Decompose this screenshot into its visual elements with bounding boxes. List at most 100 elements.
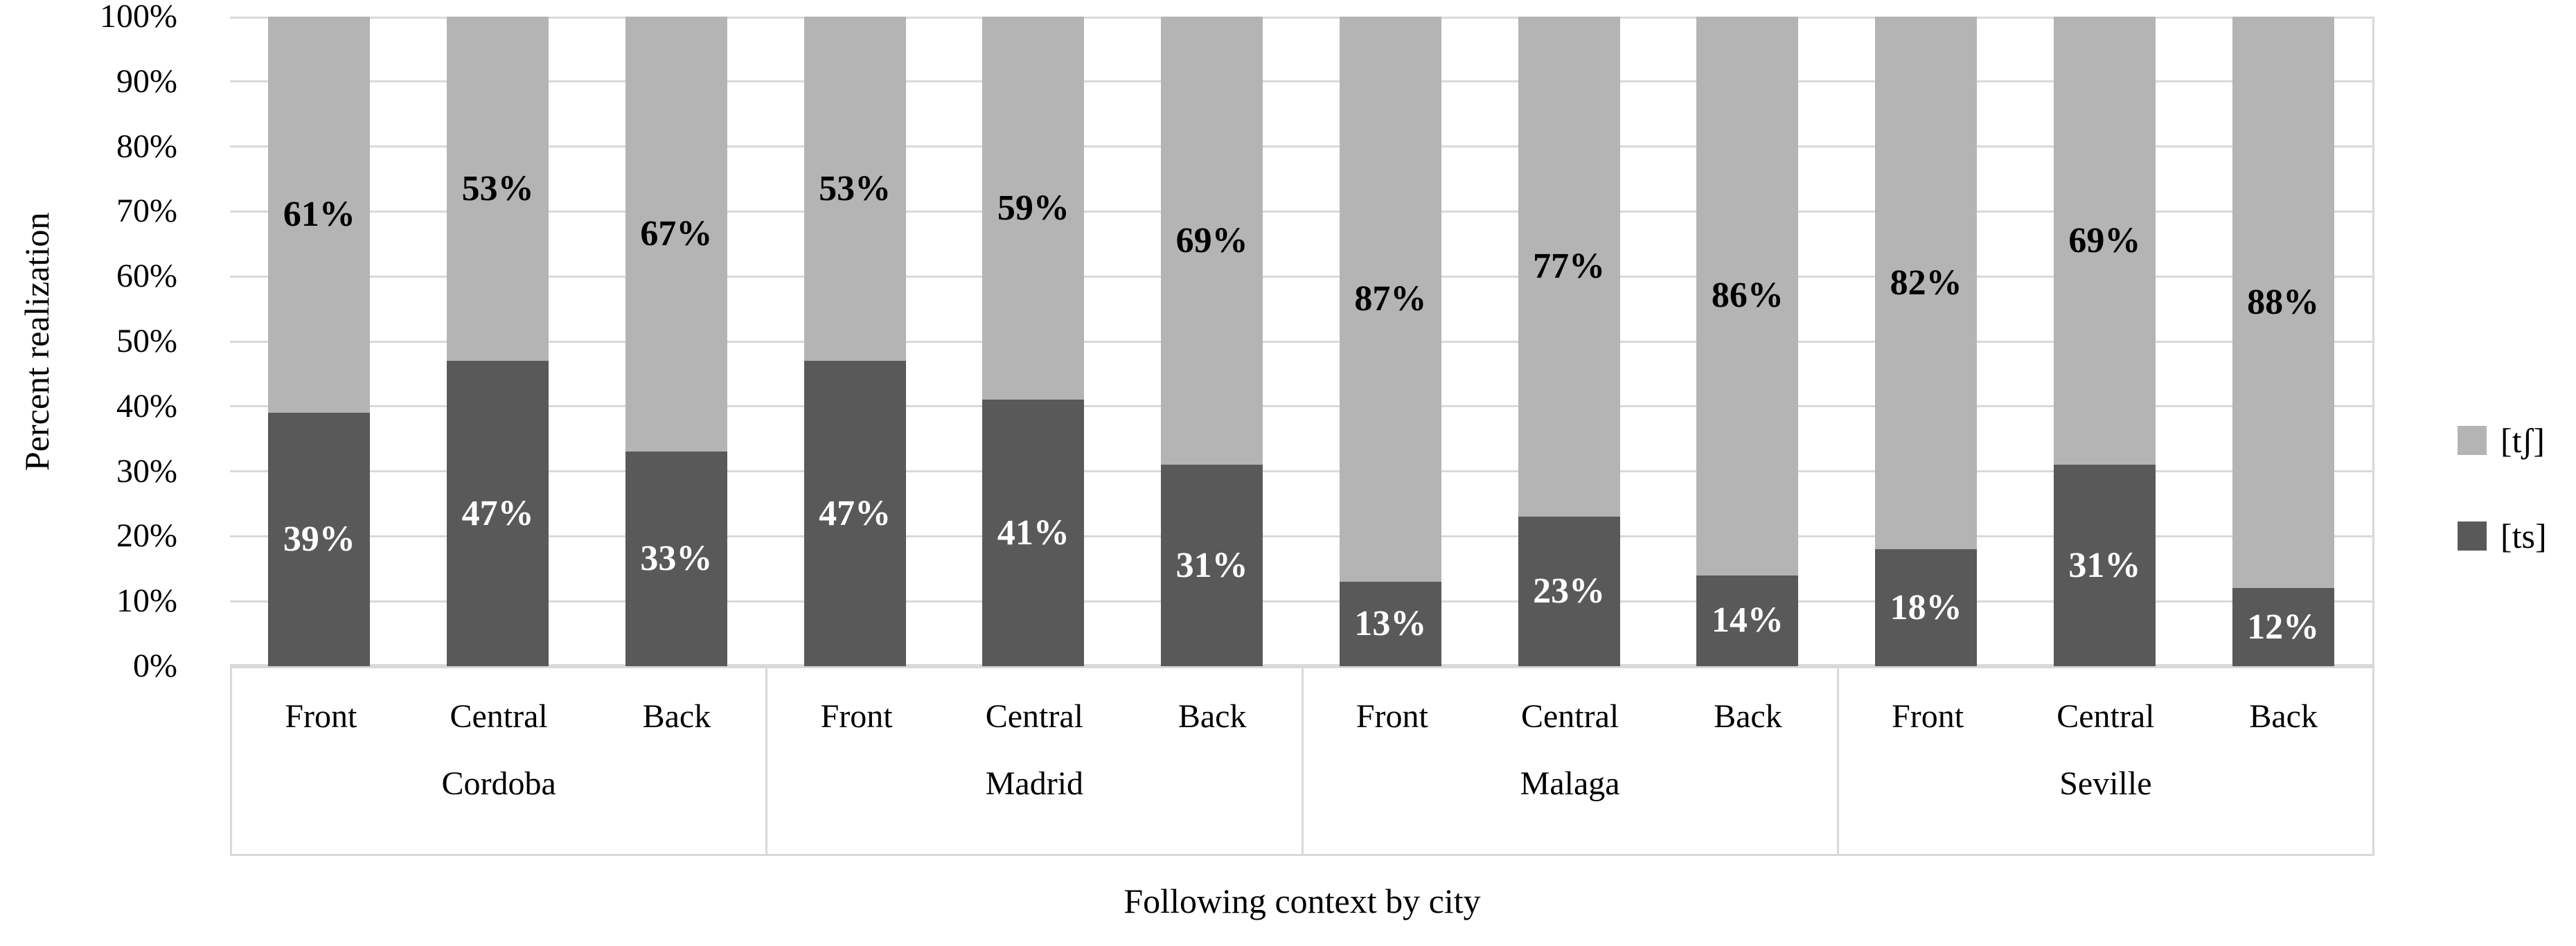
bar-segment-tʃ-madrid-front: 53% (803, 17, 906, 362)
bar-segment-ts-madrid-front: 47% (803, 361, 906, 666)
data-label: 53% (819, 168, 891, 208)
data-label: 86% (1711, 276, 1784, 316)
data-label: 41% (997, 512, 1069, 553)
bar-segment-ts-cordoba-back: 33% (625, 452, 727, 666)
category-group-madrid: Front Central Back Madrid (765, 668, 1301, 854)
context-label-back: Back (642, 698, 711, 735)
legend-item-tsh: [tʃ] (2458, 416, 2547, 465)
legend-label-tsh: [tʃ] (2501, 421, 2545, 460)
context-label-front: Front (1356, 698, 1428, 735)
y-tick-label-40: 40% (116, 387, 177, 425)
bars-row: 61% 39% 53% 47% 67% 33% 53% 47% 59% 41% 69% 31% 87% 1… (230, 17, 2372, 666)
context-label-back: Back (1714, 698, 1782, 735)
context-label-central: Central (1520, 698, 1619, 735)
city-label-malaga: Malaga (1520, 765, 1620, 803)
data-label: 39% (283, 519, 355, 560)
bar-segment-ts-seville-central: 31% (2053, 465, 2156, 666)
gridline-10 (230, 600, 2372, 603)
gridline-50 (230, 340, 2372, 343)
bar-madrid-back: 69% 31% (1161, 17, 1263, 666)
bar-cordoba-central: 53% 47% (447, 17, 549, 666)
bar-cordoba-back: 67% 33% (625, 17, 727, 666)
category-group-malaga: Front Central Back Malaga (1301, 668, 1837, 854)
bar-slot-cordoba-front: 61% 39% (230, 17, 409, 666)
gridline-30 (230, 470, 2372, 473)
bar-slot-seville-central: 69% 31% (2016, 17, 2194, 666)
bar-slot-madrid-back: 69% 31% (1123, 17, 1302, 666)
y-tick-label-60: 60% (116, 258, 177, 295)
data-label: 53% (461, 168, 534, 208)
bar-seville-front: 82% 18% (1875, 17, 1978, 666)
context-label-back: Back (1178, 698, 1247, 735)
bar-segment-tʃ-cordoba-back: 67% (625, 17, 727, 452)
bar-slot-cordoba-back: 67% 33% (587, 17, 766, 666)
bar-segment-tʃ-malaga-front: 87% (1339, 17, 1441, 582)
bar-cordoba-front: 61% 39% (268, 17, 371, 666)
city-label-seville: Seville (2059, 765, 2152, 803)
y-tick-label-50: 50% (116, 323, 177, 359)
bar-madrid-central: 59% 41% (982, 17, 1085, 666)
legend-label-ts: [ts] (2501, 517, 2547, 555)
gridline-70 (230, 210, 2372, 213)
bar-seville-central: 69% 31% (2053, 17, 2156, 666)
context-label-back: Back (2249, 698, 2318, 735)
bar-segment-ts-malaga-front: 13% (1339, 582, 1441, 666)
bar-segment-ts-malaga-central: 23% (1518, 517, 1620, 666)
gridline-20 (230, 535, 2372, 537)
bar-segment-ts-seville-front: 18% (1875, 549, 1978, 666)
gridline-60 (230, 275, 2372, 278)
category-group-seville: Front Central Back Seville (1836, 668, 2372, 854)
bar-malaga-back: 86% 14% (1696, 17, 1799, 666)
context-label-central: Central (985, 698, 1084, 735)
bar-slot-malaga-back: 86% 14% (1658, 17, 1837, 666)
y-tick-label-70: 70% (116, 193, 177, 230)
bar-segment-tʃ-seville-back: 88% (2232, 17, 2334, 589)
gridline-100 (230, 17, 2372, 19)
bar-segment-ts-seville-back: 12% (2232, 588, 2334, 666)
data-label: 61% (283, 195, 355, 235)
legend-swatch-tsh (2458, 426, 2487, 455)
data-label: 31% (1175, 545, 1248, 585)
x-axis-category-box: Front Central Back Cordoba Front Central Back M… (230, 666, 2374, 856)
data-label: 69% (2068, 220, 2141, 260)
y-tick-label-30: 30% (116, 452, 177, 490)
y-tick-label-10: 10% (116, 582, 177, 620)
bar-segment-tʃ-madrid-central: 59% (982, 17, 1085, 400)
context-label-row: Front Central Back (767, 668, 1301, 765)
context-label-front: Front (820, 698, 893, 735)
y-tick-label-90: 90% (116, 62, 177, 100)
data-label: 67% (640, 214, 713, 254)
bar-slot-madrid-central: 59% 41% (944, 17, 1123, 666)
bar-madrid-front: 53% 47% (803, 17, 906, 666)
legend-item-ts: [ts] (2458, 511, 2547, 561)
data-label: 14% (1711, 600, 1784, 641)
city-label-cordoba: Cordoba (441, 765, 556, 803)
data-label: 23% (1533, 571, 1606, 612)
bar-segment-ts-madrid-central: 41% (982, 400, 1085, 666)
context-label-row: Front Central Back (232, 668, 765, 765)
data-label: 82% (1890, 262, 1962, 303)
category-group-cordoba: Front Central Back Cordoba (232, 668, 765, 854)
data-label: 18% (1890, 587, 1962, 627)
bar-segment-ts-cordoba-central: 47% (447, 361, 549, 666)
context-label-row: Front Central Back (1304, 668, 1837, 765)
legend-swatch-ts (2458, 521, 2487, 551)
bar-slot-madrid-front: 53% 47% (765, 17, 944, 666)
gridline-0 (230, 664, 2372, 666)
bar-slot-seville-back: 88% 12% (2194, 17, 2372, 666)
data-label: 12% (2247, 607, 2320, 647)
data-label: 33% (640, 539, 713, 579)
gridline-80 (230, 145, 2372, 148)
bar-malaga-central: 77% 23% (1518, 17, 1620, 666)
bar-group-malaga: 87% 13% 77% 23% 86% 14% (1302, 17, 1837, 666)
bar-segment-tʃ-cordoba-central: 53% (447, 17, 549, 362)
context-label-central: Central (450, 698, 548, 735)
bar-group-seville: 82% 18% 69% 31% 88% 12% (1837, 17, 2372, 666)
gridline-40 (230, 405, 2372, 408)
bar-segment-tʃ-madrid-back: 69% (1161, 17, 1263, 465)
y-axis-tick-labels: 0% 10% 20% 30% 40% 50% 60% 70% 80% 90% 100% (0, 0, 177, 684)
bar-group-madrid: 53% 47% 59% 41% 69% 31% (765, 17, 1301, 666)
context-label-central: Central (2057, 698, 2155, 735)
bar-seville-back: 88% 12% (2232, 17, 2334, 666)
